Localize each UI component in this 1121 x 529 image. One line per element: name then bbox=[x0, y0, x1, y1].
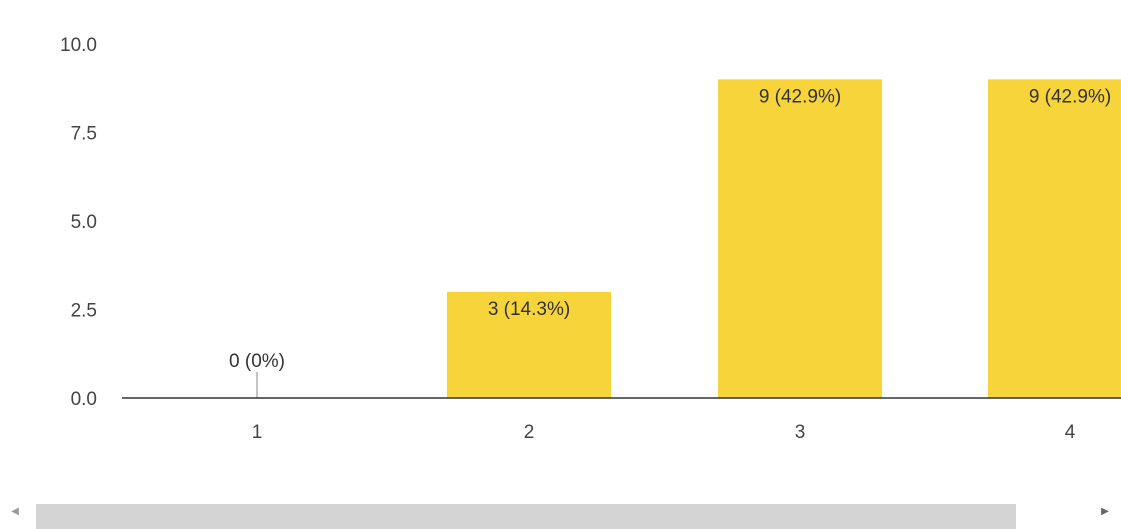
horizontal-scrollbar[interactable]: ◀ ▶ bbox=[0, 498, 1121, 529]
bar bbox=[447, 291, 611, 398]
data-label: 9 (42.9%) bbox=[759, 86, 841, 107]
x-tick-label: 2 bbox=[524, 422, 535, 443]
scrollbar-thumb[interactable] bbox=[36, 504, 1016, 529]
data-label: 3 (14.3%) bbox=[488, 299, 570, 320]
bar bbox=[988, 79, 1121, 399]
data-label: 0 (0%) bbox=[229, 351, 285, 372]
x-tick-label: 4 bbox=[1065, 422, 1076, 443]
scroll-right-icon[interactable]: ▶ bbox=[1101, 506, 1109, 517]
y-tick-label: 0.0 bbox=[71, 389, 97, 410]
scroll-left-icon[interactable]: ◀ bbox=[11, 506, 19, 517]
bar-chart: 0.0 2.5 5.0 7.5 10.0 0 (0%) 1 3 (14.3%) 2 9 (42.9… bbox=[60, 35, 1121, 443]
y-tick-label: 2.5 bbox=[71, 301, 97, 322]
y-tick-label: 5.0 bbox=[71, 212, 97, 233]
x-tick-label: 1 bbox=[252, 422, 263, 443]
y-tick-label: 7.5 bbox=[71, 124, 97, 145]
data-label: 9 (42.9%) bbox=[1029, 86, 1111, 107]
x-tick-label: 3 bbox=[795, 422, 806, 443]
y-tick-label: 10.0 bbox=[60, 35, 97, 56]
bar bbox=[718, 79, 882, 399]
